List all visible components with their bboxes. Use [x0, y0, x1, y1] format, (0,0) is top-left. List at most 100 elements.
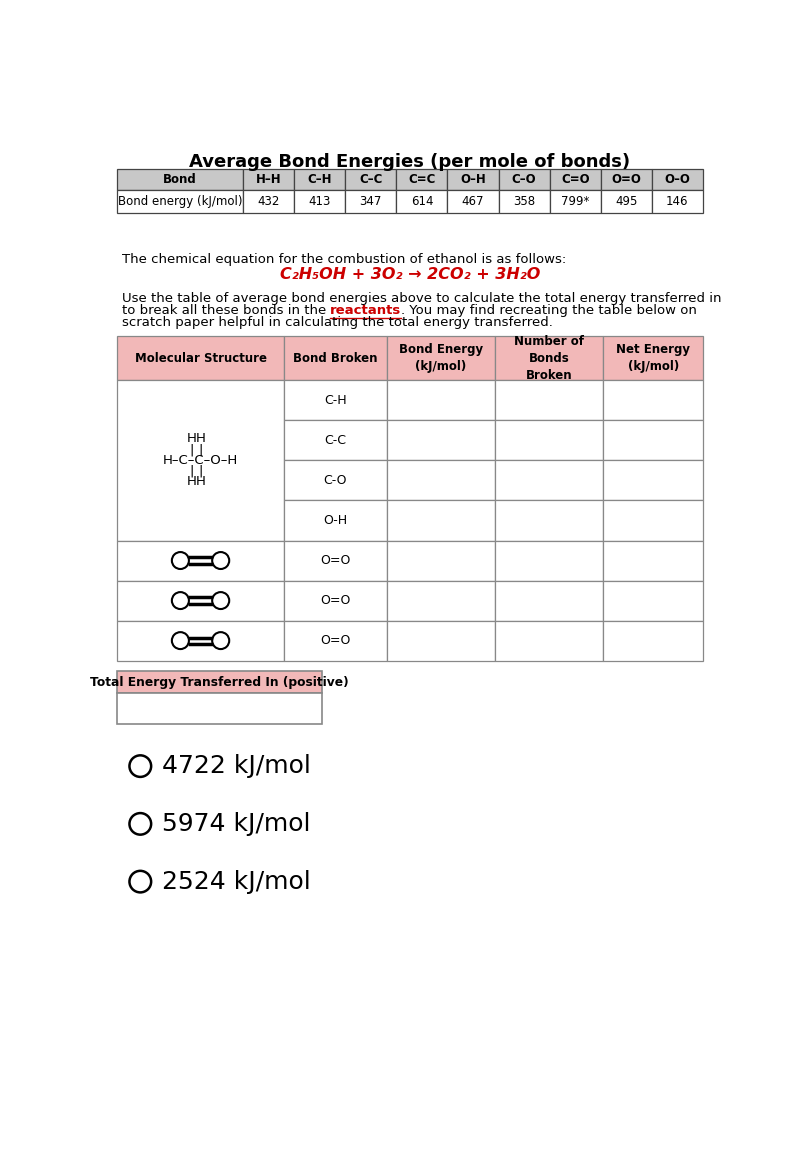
Bar — [550, 190, 601, 214]
Text: O-H: O-H — [323, 514, 347, 527]
Bar — [603, 581, 703, 621]
Text: reactants: reactants — [330, 304, 402, 317]
Bar — [117, 169, 243, 190]
Text: C-H: C-H — [324, 393, 346, 407]
Text: Total Energy Transferred In (positive): Total Energy Transferred In (positive) — [90, 676, 349, 689]
Bar — [284, 540, 386, 581]
Bar — [284, 420, 386, 460]
Text: Use the table of average bond energies above to calculate the total energy trans: Use the table of average bond energies a… — [122, 292, 722, 305]
Text: C–C: C–C — [359, 173, 382, 185]
Text: to break all these bonds in the: to break all these bonds in the — [122, 304, 330, 317]
Bar — [601, 169, 652, 190]
Bar — [495, 420, 603, 460]
Bar — [603, 380, 703, 420]
Bar — [603, 420, 703, 460]
Bar — [117, 693, 322, 723]
Text: 146: 146 — [666, 195, 689, 208]
Text: H: H — [186, 475, 197, 488]
Bar — [447, 190, 498, 214]
Text: |: | — [198, 443, 202, 457]
Bar — [601, 190, 652, 214]
Bar — [495, 540, 603, 581]
Bar — [603, 621, 703, 661]
Bar — [495, 500, 603, 540]
Text: O=O: O=O — [320, 554, 350, 567]
Bar — [550, 169, 601, 190]
Bar — [495, 460, 603, 500]
Text: The chemical equation for the combustion of ethanol is as follows:: The chemical equation for the combustion… — [122, 254, 566, 266]
Text: Molecular Structure: Molecular Structure — [134, 351, 266, 364]
Bar — [386, 336, 495, 380]
Text: 358: 358 — [513, 195, 535, 208]
Bar — [396, 169, 447, 190]
Text: scratch paper helpful in calculating the total energy transferred.: scratch paper helpful in calculating the… — [122, 317, 553, 330]
Bar — [386, 540, 495, 581]
Text: 4722 kJ/mol: 4722 kJ/mol — [162, 754, 311, 778]
Bar — [498, 190, 550, 214]
Bar — [346, 190, 396, 214]
Bar — [284, 621, 386, 661]
Bar — [284, 460, 386, 500]
Text: Number of
Bonds
Broken: Number of Bonds Broken — [514, 335, 584, 382]
Bar — [603, 540, 703, 581]
Text: C-C: C-C — [324, 434, 346, 447]
Text: Bond Broken: Bond Broken — [293, 351, 378, 364]
Text: 467: 467 — [462, 195, 484, 208]
Bar — [386, 581, 495, 621]
Bar — [294, 169, 346, 190]
Bar — [284, 581, 386, 621]
Bar — [386, 380, 495, 420]
Text: . You may find recreating the table below on: . You may find recreating the table belo… — [402, 304, 698, 317]
Text: 347: 347 — [359, 195, 382, 208]
Text: O=O: O=O — [611, 173, 642, 185]
Text: O=O: O=O — [320, 634, 350, 647]
Bar — [386, 621, 495, 661]
Text: H: H — [196, 432, 206, 445]
Bar — [284, 500, 386, 540]
Bar — [495, 581, 603, 621]
Text: 799*: 799* — [561, 195, 590, 208]
Text: 432: 432 — [258, 195, 280, 208]
Bar — [386, 500, 495, 540]
Text: Bond: Bond — [163, 173, 197, 185]
Text: 495: 495 — [615, 195, 638, 208]
Bar — [447, 169, 498, 190]
Text: O–H: O–H — [460, 173, 486, 185]
Bar — [495, 336, 603, 380]
Text: 413: 413 — [309, 195, 331, 208]
Text: O–O: O–O — [665, 173, 690, 185]
Text: |: | — [190, 443, 194, 457]
Bar — [652, 190, 703, 214]
Text: 5974 kJ/mol: 5974 kJ/mol — [162, 812, 310, 836]
Bar — [386, 420, 495, 460]
Bar — [117, 336, 284, 380]
Bar — [396, 190, 447, 214]
Text: C-O: C-O — [323, 474, 347, 487]
Text: 614: 614 — [410, 195, 433, 208]
Bar — [495, 621, 603, 661]
Text: |: | — [198, 465, 202, 478]
Bar — [603, 336, 703, 380]
Text: C=C: C=C — [408, 173, 435, 185]
Text: Bond energy (kJ/mol): Bond energy (kJ/mol) — [118, 195, 242, 208]
Bar — [386, 460, 495, 500]
Bar — [284, 336, 386, 380]
Bar — [117, 621, 284, 661]
Text: H: H — [186, 432, 197, 445]
Text: H: H — [196, 475, 206, 488]
Bar — [603, 460, 703, 500]
Bar — [117, 672, 322, 693]
Bar — [346, 169, 396, 190]
Text: H–C–C–O–H: H–C–C–O–H — [163, 454, 238, 467]
Bar — [603, 500, 703, 540]
Text: C–O: C–O — [512, 173, 537, 185]
Text: 2524 kJ/mol: 2524 kJ/mol — [162, 870, 310, 893]
Text: Net Energy
(kJ/mol): Net Energy (kJ/mol) — [616, 343, 690, 373]
Bar — [294, 190, 346, 214]
Bar — [117, 380, 284, 540]
Bar — [243, 190, 294, 214]
Text: C₂H₅OH + 3O₂ → 2CO₂ + 3H₂O: C₂H₅OH + 3O₂ → 2CO₂ + 3H₂O — [280, 268, 540, 282]
Text: C=O: C=O — [561, 173, 590, 185]
Text: H–H: H–H — [256, 173, 282, 185]
Bar — [498, 169, 550, 190]
